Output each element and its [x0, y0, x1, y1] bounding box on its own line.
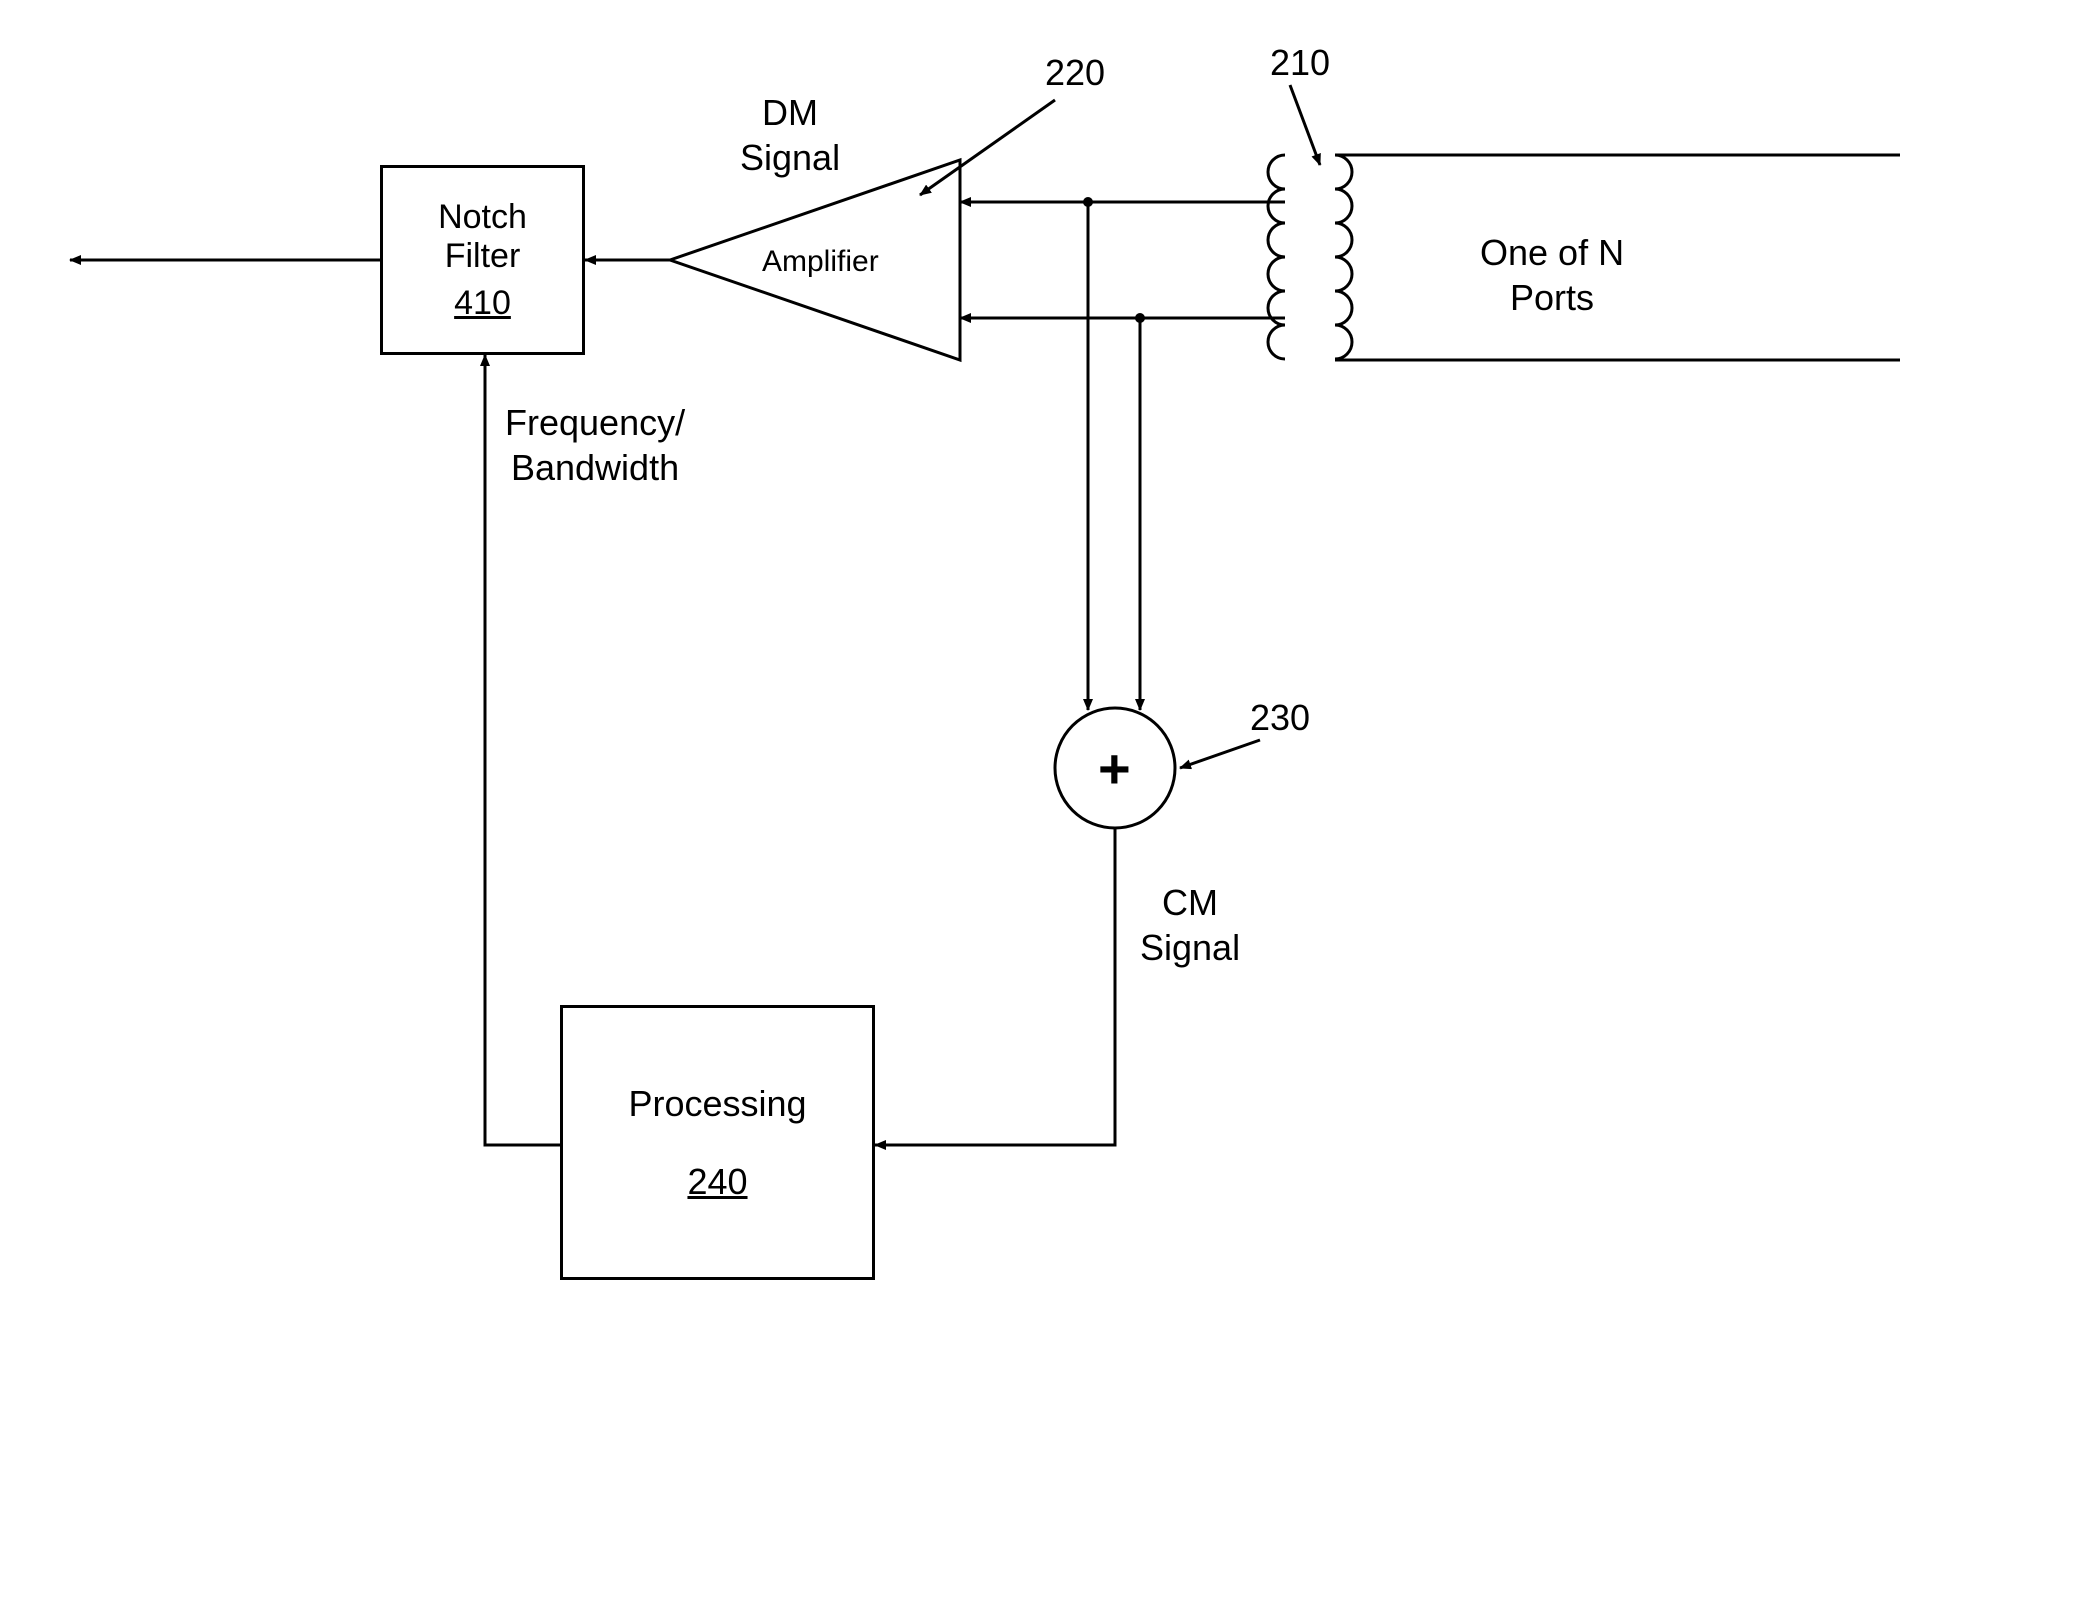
callout-230-arrow — [1180, 740, 1260, 768]
sum-to-proc — [875, 828, 1115, 1145]
proc-to-filter — [485, 355, 560, 1145]
amplifier-shape — [670, 160, 960, 360]
wires-svg — [0, 0, 2078, 1604]
summing-node — [1055, 708, 1175, 828]
callout-210-arrow — [1290, 85, 1320, 165]
callout-220-arrow — [920, 100, 1055, 195]
junction-top — [1083, 197, 1093, 207]
signal-diagram: Notch Filter 410 Processing 240 DM Signa… — [0, 0, 2078, 1604]
junction-bot — [1135, 313, 1145, 323]
transformer — [1268, 155, 1352, 359]
